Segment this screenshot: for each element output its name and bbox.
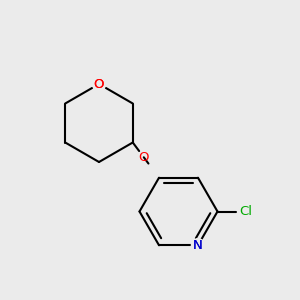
Text: N: N xyxy=(193,239,203,252)
Text: O: O xyxy=(139,151,149,164)
Text: O: O xyxy=(94,77,104,91)
Text: N: N xyxy=(193,239,203,252)
Text: O: O xyxy=(94,77,104,91)
Circle shape xyxy=(191,239,205,252)
Text: Cl: Cl xyxy=(239,205,253,218)
Circle shape xyxy=(92,77,106,91)
